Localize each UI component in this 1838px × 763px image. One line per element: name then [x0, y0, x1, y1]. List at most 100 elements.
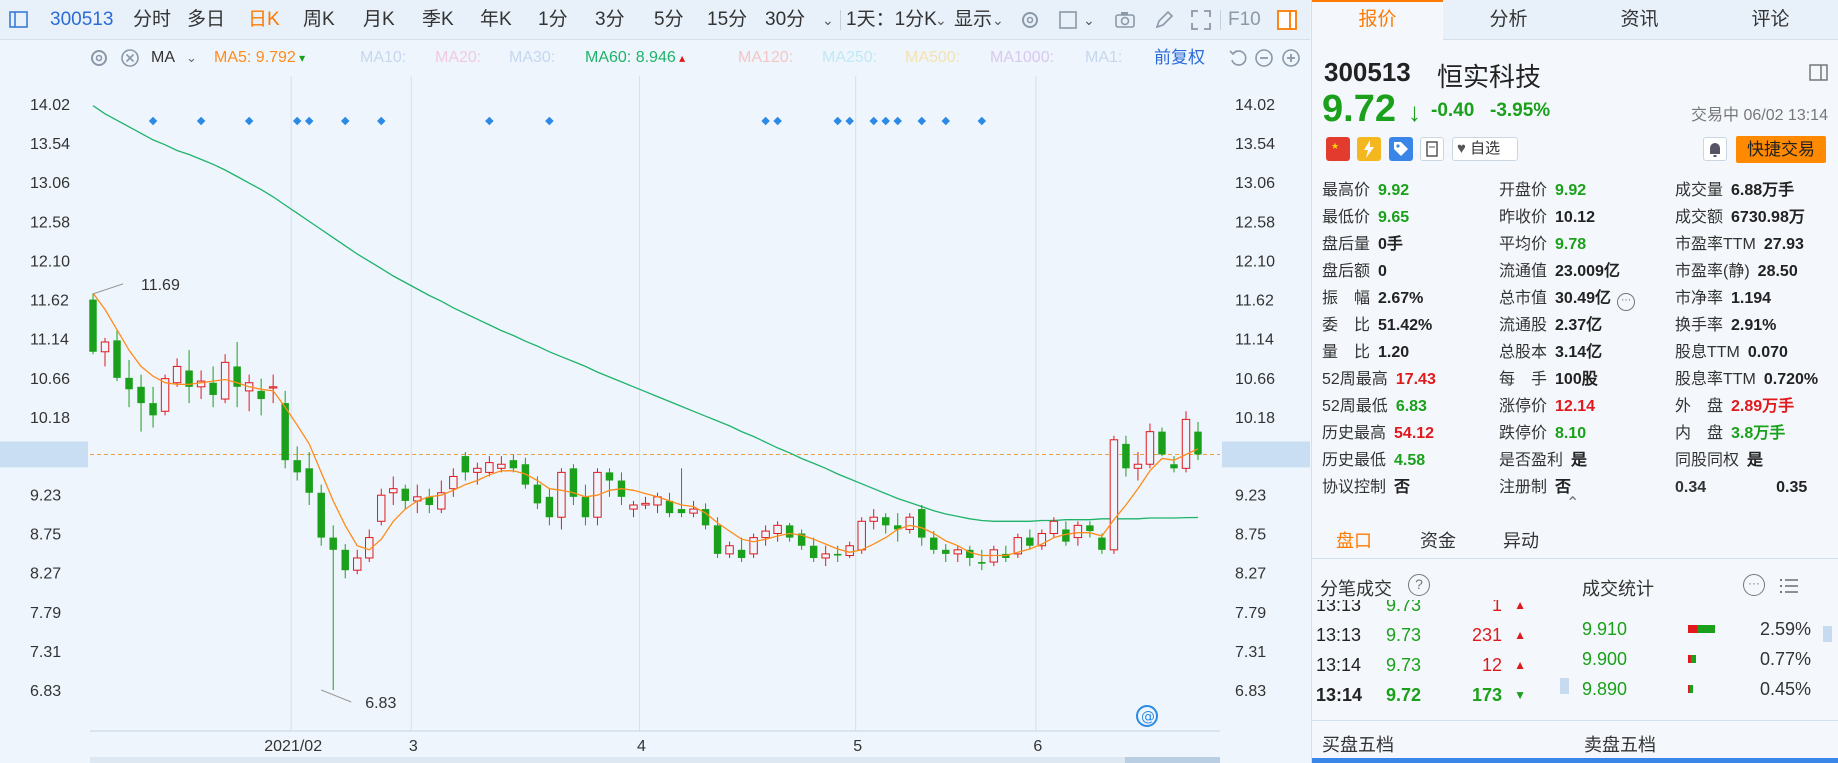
ma-legend-item[interactable]: MA1: — [1085, 40, 1122, 76]
ma-legend-item[interactable]: MA5: 9.792 ▾ — [214, 40, 305, 76]
tab-analysis[interactable]: 分析 — [1489, 9, 1528, 30]
ma-legend-item[interactable]: MA120: — [738, 40, 793, 76]
period-tab-15min[interactable]: 15分 — [707, 9, 748, 30]
collapse-chevron-icon[interactable]: ⌃ — [1566, 495, 1580, 512]
draw-pen-icon[interactable] — [1153, 9, 1175, 31]
adjust-mode-button[interactable]: 前复权 — [1154, 48, 1205, 67]
stock-code[interactable]: 300513 — [50, 9, 114, 30]
tick-time: 13:14 — [1316, 655, 1362, 675]
trade-distribution-list[interactable]: 9.910 2.59% 9.900 0.77% 9.890 0.45% 9.880 2.89% — [1312, 600, 1838, 710]
period-tab-monthly[interactable]: 月K — [363, 9, 395, 30]
toolbar-divider — [1220, 10, 1221, 30]
subtab-orderbook[interactable]: 盘口 — [1336, 531, 1372, 551]
multi-day-select[interactable]: 1天：1分K — [846, 9, 937, 30]
subtab-funds[interactable]: 资金 — [1420, 531, 1456, 551]
tab-news[interactable]: 资讯 — [1620, 9, 1659, 30]
period-tab-quarterly[interactable]: 季K — [422, 9, 454, 30]
indicator-select[interactable]: MA — [151, 49, 175, 66]
list-view-icon[interactable] — [1778, 575, 1800, 597]
ma-legend-item[interactable]: MA20: — [435, 40, 481, 76]
stat-value: 否 — [1555, 479, 1572, 496]
tick-volume: 231 — [1471, 625, 1502, 645]
ma-legend-label: MA250: — [822, 49, 878, 66]
more-options-icon[interactable]: ··· — [1743, 574, 1765, 596]
sidebar-toggle-icon[interactable] — [8, 9, 30, 31]
add-watchlist-button[interactable]: ♥ 自选 — [1452, 137, 1518, 161]
indicator-close-icon[interactable] — [119, 47, 141, 69]
period-tab-daily[interactable]: 日K — [248, 9, 280, 30]
quick-trade-button[interactable]: 快捷交易 — [1736, 136, 1826, 163]
ma-legend-item[interactable]: MA250: — [822, 40, 877, 76]
y-tick-label-right: 8.27 — [1235, 566, 1266, 583]
stat-item: 0.34 0.35 — [1675, 477, 1807, 499]
period-tab-weekly[interactable]: 周K — [303, 9, 335, 30]
y-tick-label-left: 8.27 — [30, 566, 61, 583]
candle-body-down — [942, 549, 950, 554]
y-tick-label-right: 13.54 — [1235, 136, 1275, 153]
more-info-icon[interactable]: ⋯ — [1617, 293, 1636, 311]
stat-value: 2.89万手 — [1731, 398, 1795, 415]
ma-legend-item[interactable]: MA500: — [905, 40, 960, 76]
notes-icon[interactable] — [1420, 137, 1444, 161]
period-tab-3min[interactable]: 3分 — [595, 9, 625, 30]
trade-tick-row: 13:14 9.72 173 ▼ — [1312, 680, 1542, 710]
orderbook-header: 买盘五档 卖盘五档 — [1312, 720, 1838, 763]
alert-bell-icon[interactable] — [1703, 137, 1727, 161]
zoom-in-icon[interactable] — [1280, 47, 1302, 69]
period-tab-5min[interactable]: 5分 — [654, 9, 684, 30]
zoom-out-icon[interactable] — [1253, 47, 1275, 69]
camera-icon[interactable] — [1114, 9, 1136, 31]
ma-legend-item[interactable]: MA30: — [509, 40, 555, 76]
y-tick-label-right: 9.23 — [1235, 487, 1266, 504]
stat-value: 2.67% — [1378, 290, 1424, 307]
y-tick-label-left: 10.66 — [30, 371, 70, 388]
stat-value: 0.070 — [1747, 344, 1788, 361]
chart-style-icon[interactable] — [1057, 9, 1079, 31]
multi-day-chevron-icon[interactable]: ⌄ — [935, 12, 947, 28]
panel-toggle-icon[interactable] — [1276, 9, 1298, 31]
trades-scrollbar[interactable] — [1560, 678, 1569, 694]
kline-chart[interactable]: 14.02 14.02 13.54 13.54 13.06 13.06 12.58 12.58… — [0, 40, 1310, 763]
stat-label: 每 手 — [1499, 371, 1548, 388]
dist-scrollbar[interactable] — [1823, 626, 1832, 642]
panel-layout-icon[interactable] — [1808, 62, 1830, 84]
candle-body-down — [1098, 537, 1106, 550]
reset-zoom-icon[interactable] — [1227, 47, 1249, 69]
tab-comments[interactable]: 评论 — [1751, 9, 1790, 30]
f10-button[interactable]: F10 — [1228, 9, 1261, 30]
annotation-leader — [92, 283, 124, 295]
period-tab-yearly[interactable]: 年K — [480, 9, 512, 30]
stat-value: 6.88万手 — [1731, 182, 1795, 199]
period-tab-1min[interactable]: 1分 — [538, 9, 568, 30]
subtab-alerts[interactable]: 异动 — [1503, 531, 1539, 551]
fullscreen-icon[interactable] — [1190, 9, 1212, 31]
stat-label: 平均价 — [1499, 236, 1548, 253]
settings-gear-icon[interactable] — [1019, 9, 1041, 31]
indicator-settings-icon[interactable] — [88, 47, 110, 69]
dist-price: 9.890 — [1582, 679, 1628, 699]
stat-value: 9.92 — [1378, 182, 1410, 199]
ma-legend-item[interactable]: MA10: — [360, 40, 406, 76]
trade-ticks-list[interactable]: 13:13 9.73 1 ▲ 13:13 9.73 231 ▲ 13:14 9.73 12 ▲ 13:1… — [1312, 600, 1572, 710]
heart-icon: ♥ — [1457, 140, 1466, 157]
period-more-chevron-icon[interactable]: ⌄ — [822, 12, 834, 28]
candle-body-up — [497, 463, 506, 469]
indicator-chevron-icon[interactable]: ⌄ — [186, 50, 197, 65]
display-menu[interactable]: 显示 — [954, 9, 993, 30]
period-tab-intraday[interactable]: 分时 — [133, 9, 172, 30]
period-tab-multi-day[interactable]: 多日 — [187, 9, 226, 30]
ma-legend-item[interactable]: MA60: 8.946 ▴ — [585, 40, 685, 76]
chart-style-chevron-icon[interactable]: ⌄ — [1083, 12, 1095, 28]
stat-item: 协议控制否 — [1322, 477, 1410, 499]
help-icon[interactable]: ? — [1408, 574, 1430, 596]
tab-quote[interactable]: 报价 — [1312, 0, 1443, 40]
stat-value: 2.37亿 — [1555, 317, 1603, 334]
display-chevron-icon[interactable]: ⌄ — [992, 12, 1004, 28]
stat-value: 0.720% — [1763, 371, 1819, 388]
price-change: -0.40 — [1431, 100, 1475, 121]
stat-label: 是否盈利 — [1499, 452, 1564, 469]
period-tab-30min[interactable]: 30分 — [765, 9, 806, 30]
kline-chart-canvas[interactable]: 14.02 14.02 13.54 13.54 13.06 13.06 12.58 12.58… — [0, 40, 1310, 763]
ma-legend-item[interactable]: MA1000: — [990, 40, 1054, 76]
candle-body-up — [1013, 537, 1023, 555]
